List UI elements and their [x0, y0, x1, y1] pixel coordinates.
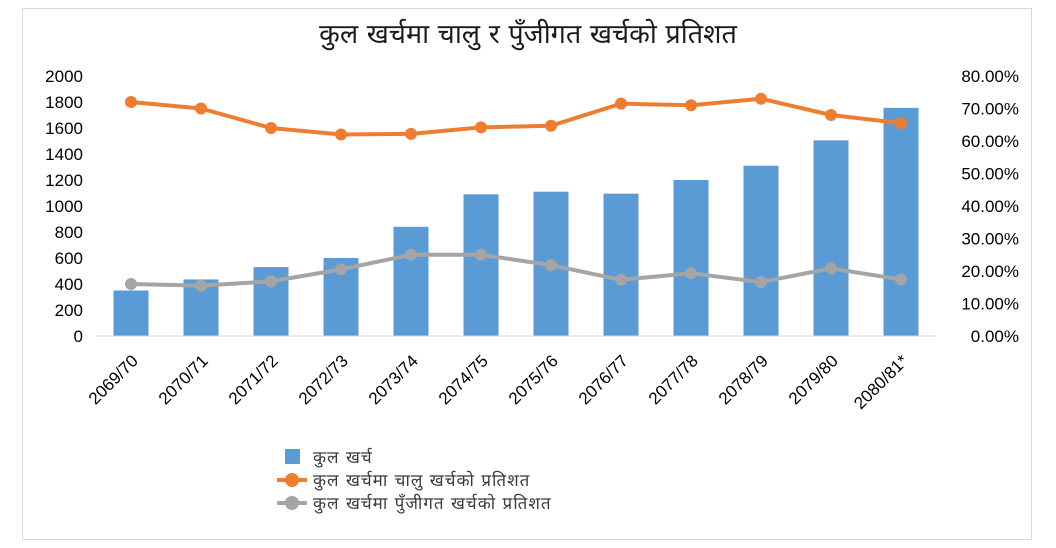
line-point	[755, 92, 767, 105]
legend-label: कुल खर्चमा पुँजीगत खर्चको प्रतिशत	[313, 493, 552, 514]
series-line	[129, 252, 903, 288]
y-right-tick-label: 70.00%	[961, 100, 1019, 119]
line-point	[895, 273, 907, 286]
x-tick-label: 2078/79	[715, 351, 772, 408]
x-tick-label: 2072/73	[295, 351, 352, 408]
x-tick-label: 2069/70	[85, 351, 142, 408]
line-point	[335, 128, 347, 141]
combo-chart: कुल खर्चमा चालु र पुँजीगत खर्चको प्रतिशत…	[45, 18, 1019, 514]
y-right-tick-label: 0.00%	[971, 327, 1019, 346]
bar	[883, 107, 919, 336]
line-point	[265, 275, 277, 288]
bar-series	[96, 107, 936, 337]
bar	[813, 140, 849, 336]
y-left-tick-label: 1000	[45, 197, 83, 216]
line-point	[335, 263, 347, 276]
line-series	[125, 92, 907, 292]
legend-label: कुल खर्च	[313, 447, 373, 468]
y-right-tick-label: 30.00%	[961, 230, 1019, 249]
chart-title: कुल खर्चमा चालु र पुँजीगत खर्चको प्रतिशत	[319, 18, 737, 51]
line-point	[405, 127, 417, 140]
y-right-tick-label: 20.00%	[961, 262, 1019, 281]
y-axis-right: 0.00% 10.00% 20.00% 30.00% 40.00% 50.00% 60.00…	[961, 67, 1019, 346]
line-point	[825, 109, 837, 121]
legend-swatch-marker	[285, 473, 299, 487]
line-point	[685, 99, 697, 112]
line-point	[265, 122, 277, 134]
legend-swatch-marker	[285, 496, 299, 510]
y-right-tick-label: 80.00%	[961, 67, 1019, 86]
legend-label: कुल खर्चमा चालु खर्चको प्रतिशत	[313, 470, 530, 491]
line-point	[125, 96, 137, 108]
x-tick-label: 2077/78	[645, 351, 702, 408]
line-point	[195, 279, 207, 292]
line-point	[685, 267, 697, 280]
bar	[113, 290, 149, 336]
line-point	[615, 273, 627, 286]
bar	[673, 180, 709, 336]
y-left-tick-label: 1200	[45, 171, 83, 190]
y-right-tick-label: 10.00%	[961, 295, 1019, 314]
y-left-tick-label: 800	[55, 223, 83, 242]
y-right-tick-label: 50.00%	[961, 165, 1019, 184]
line-point	[895, 117, 907, 130]
y-left-tick-label: 400	[55, 275, 83, 294]
y-left-tick-label: 0	[74, 327, 83, 346]
line-point	[195, 102, 207, 115]
bar	[743, 165, 779, 336]
line-point	[755, 276, 767, 289]
bar	[393, 226, 429, 336]
y-left-tick-label: 1600	[45, 119, 83, 138]
x-tick-label: 2076/77	[575, 351, 632, 408]
line-point	[825, 262, 837, 275]
line-point	[615, 97, 627, 110]
y-left-tick-label: 1800	[45, 93, 83, 112]
legend: कुल खर्चकुल खर्चमा चालु खर्चको प्रतिशतकु…	[277, 447, 552, 514]
x-axis: 2069/70 2070/71 2071/72 2072/73 2073/74 2074/…	[85, 351, 912, 413]
line-point	[125, 278, 137, 290]
y-left-tick-label: 600	[55, 249, 83, 268]
x-tick-label: 2079/80	[785, 351, 842, 408]
line-point	[545, 119, 557, 132]
line-point	[475, 121, 487, 134]
bar	[603, 193, 639, 336]
x-tick-label: 2075/76	[505, 351, 562, 408]
y-axis-left: 0 200 400 600 800 1000 1200 1400 1600 1800 2000	[45, 67, 83, 346]
x-tick-label: 2080/81*	[850, 351, 912, 413]
x-tick-label: 2070/71	[155, 351, 212, 408]
legend-swatch-bar	[285, 449, 300, 464]
line-point	[405, 248, 417, 261]
line-point	[545, 259, 557, 272]
x-tick-label: 2073/74	[365, 351, 422, 408]
line-point	[475, 248, 487, 261]
x-tick-label: 2074/75	[435, 351, 492, 408]
y-left-tick-label: 2000	[45, 67, 83, 86]
y-left-tick-label: 200	[55, 301, 83, 320]
bar	[463, 194, 499, 336]
chart-frame: कुल खर्चमा चालु र पुँजीगत खर्चको प्रतिशत…	[22, 8, 1032, 540]
y-right-tick-label: 60.00%	[961, 132, 1019, 151]
series-line	[129, 96, 903, 137]
y-right-tick-label: 40.00%	[961, 197, 1019, 216]
y-left-tick-label: 1400	[45, 145, 83, 164]
x-tick-label: 2071/72	[225, 351, 282, 408]
